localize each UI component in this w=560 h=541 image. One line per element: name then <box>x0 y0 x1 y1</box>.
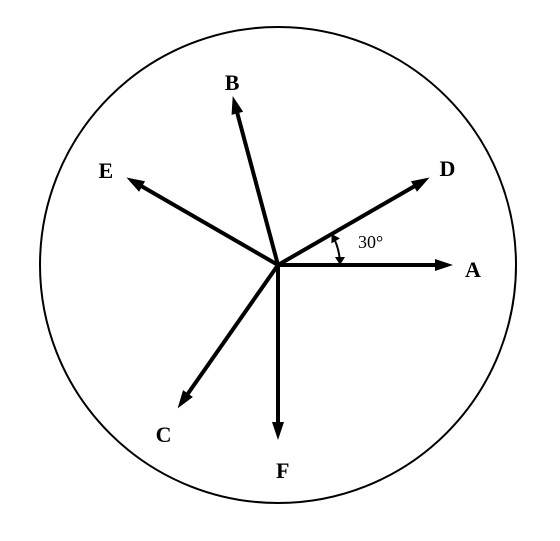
vector-c <box>184 265 278 400</box>
vector-label-b: B <box>225 70 240 96</box>
vector-e <box>136 183 278 265</box>
vector-label-a: A <box>465 257 481 283</box>
vector-label-c: C <box>156 422 172 448</box>
vector-label-f: F <box>276 458 289 484</box>
vector-e-arrowhead <box>126 178 145 192</box>
vector-d-arrowhead <box>411 178 430 192</box>
vector-diagram: A D B E C F 30° <box>0 0 560 541</box>
angle-label: 30° <box>358 232 383 253</box>
vector-d <box>278 183 420 265</box>
vector-b <box>236 106 278 265</box>
vector-label-d: D <box>440 156 456 182</box>
vector-f-arrowhead <box>272 422 284 440</box>
vector-b-arrowhead <box>232 96 244 115</box>
vector-label-e: E <box>98 158 113 184</box>
vector-a-arrowhead <box>435 259 453 271</box>
